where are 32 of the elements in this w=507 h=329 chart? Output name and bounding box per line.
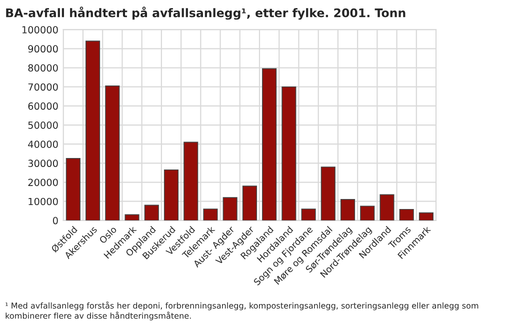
bar — [380, 194, 394, 220]
y-tick-label: 100000 — [22, 26, 58, 34]
bar — [86, 40, 100, 220]
y-tick-label: 50000 — [28, 122, 58, 129]
bar — [105, 85, 120, 220]
y-tick-label: 80000 — [28, 64, 58, 72]
bar — [184, 142, 198, 220]
text: ¹ Med avfallsanlegg forstås her deponi, forbrenningsanlegg, komposteringsanlegg, sorteringsanlegg eller anlegg som kombinerer flere av disse håndteringsmåtene. — [6, 301, 478, 320]
y-tick-label: 40000 — [28, 140, 58, 148]
y-tick-label: 0 — [52, 216, 58, 224]
y-tick-label: 10000 — [28, 198, 58, 206]
y-tick-label: 20000 — [28, 178, 58, 186]
y-tick-label: 30000 — [28, 160, 58, 168]
bar — [418, 212, 434, 220]
bar — [340, 199, 356, 220]
bar — [164, 169, 179, 220]
bar — [242, 186, 257, 220]
bar — [301, 208, 316, 220]
chart-title: BA-avfall håndtert på avfallsanlegg¹, etter fylke. 2001. Tonn — [6, 6, 406, 20]
bar — [66, 158, 80, 220]
bar — [399, 208, 414, 220]
bar — [282, 86, 296, 220]
bar — [262, 68, 277, 220]
y-tick-label: 60000 — [28, 102, 58, 110]
y-tick-label: 90000 — [28, 45, 58, 53]
y-tick-label: 70000 — [28, 83, 58, 91]
bar — [360, 206, 375, 220]
bar — [222, 197, 238, 220]
bar — [320, 166, 336, 220]
bar — [144, 204, 159, 220]
bar — [203, 208, 218, 220]
bar — [124, 214, 140, 220]
